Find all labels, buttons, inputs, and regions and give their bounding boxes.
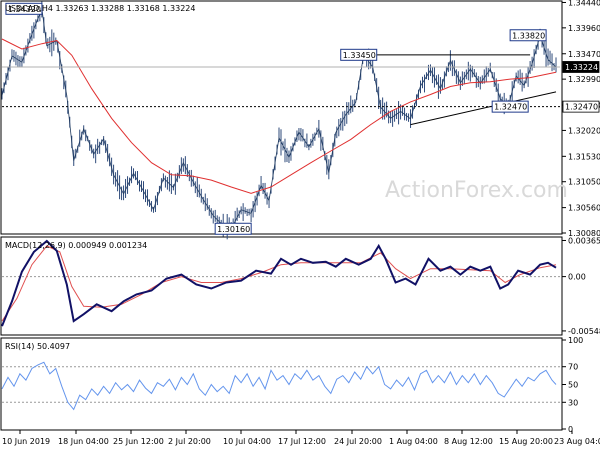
macd-signal-line xyxy=(1,245,557,322)
rsi-tick-label: 30 xyxy=(568,398,578,407)
price-annotation-label: 1.34320 xyxy=(8,5,41,14)
x-tick-label: 23 Aug 04:00 xyxy=(554,437,600,446)
x-tick-label: 25 Jun 12:00 xyxy=(113,437,164,446)
rsi-panel-frame xyxy=(0,337,563,431)
price-tick-label: 1.32990 xyxy=(568,75,600,84)
axis-price-tag xyxy=(562,100,600,113)
price-annotation-box xyxy=(214,222,252,235)
x-tick-label: 17 Jul 12:00 xyxy=(278,437,326,446)
support-trendline xyxy=(410,91,557,126)
x-axis-ticks: 10 Jun 2019 18 Jun 04:00 25 Jun 12:00 2 Jul… xyxy=(2,430,600,446)
macd-tick-label: -0.005489 xyxy=(568,327,600,336)
x-tick-label: 15 Aug 20:00 xyxy=(499,437,553,446)
x-tick-label: 8 Aug 12:00 xyxy=(444,437,493,446)
axis-price-tag-label: 1.33224 xyxy=(565,63,598,72)
price-plot: 1.34320 1.33450 1.33820 1.32470 1.30160 1.332… xyxy=(1,1,600,240)
rsi-line xyxy=(1,361,557,411)
price-panel-label: USDCAD,H4 1.33263 1.33288 1.33168 1.3322… xyxy=(5,4,195,13)
price-tick-label: 1.32020 xyxy=(568,126,600,135)
price-annotation-box xyxy=(491,100,529,113)
macd-panel-frame xyxy=(0,236,563,336)
price-tick-label: 1.31050 xyxy=(568,178,600,187)
price-annotation-box xyxy=(5,2,43,15)
macd-tick-label: 0.003651 xyxy=(568,236,600,245)
x-tick-label: 18 Jun 04:00 xyxy=(58,437,109,446)
x-tick-label: 24 Jul 20:00 xyxy=(334,437,382,446)
price-tick-label: 1.34440 xyxy=(568,0,600,7)
price-tick-label: 1.30080 xyxy=(568,229,600,238)
macd-panel-label: MACD(12,26,9) 0.000949 0.001234 xyxy=(5,241,147,250)
price-tick-label: 1.33960 xyxy=(568,24,600,33)
axis-price-tag xyxy=(562,61,600,73)
price-tick-label: 1.30560 xyxy=(568,204,600,213)
rsi-plot: 100 70 50 30 0 xyxy=(1,336,583,434)
moving-average-line xyxy=(1,38,557,194)
price-annotation-box xyxy=(509,29,547,42)
x-tick-label: 2 Jul 20:00 xyxy=(168,437,211,446)
x-tick-label: 10 Jun 2019 xyxy=(2,437,50,446)
macd-line xyxy=(1,239,557,327)
rsi-tick-label: 0 xyxy=(568,425,573,434)
price-annotation-label: 1.30160 xyxy=(217,225,250,234)
x-tick-label: 1 Aug 04:00 xyxy=(389,437,438,446)
price-annotation-label: 1.32470 xyxy=(494,103,527,112)
price-annotation-label: 1.33450 xyxy=(343,51,376,60)
x-tick-label: 10 Jul 04:00 xyxy=(223,437,271,446)
watermark: ActionForex.com xyxy=(385,178,568,203)
macd-tick-label: 0.00 xyxy=(568,273,586,282)
rsi-tick-label: 70 xyxy=(568,363,578,372)
price-line xyxy=(1,7,557,230)
price-panel-frame xyxy=(0,0,563,235)
price-annotation-label: 1.33820 xyxy=(512,31,545,40)
axis-price-tag-label: 1.32470 xyxy=(565,103,598,112)
rsi-tick-label: 50 xyxy=(568,381,578,390)
macd-plot: 0.003651 0.00 -0.005489 xyxy=(1,236,600,336)
price-annotation-box xyxy=(340,48,378,61)
rsi-panel-label: RSI(14) 50.4097 xyxy=(5,342,70,351)
rsi-tick-label: 100 xyxy=(568,336,583,345)
price-tick-label: 1.31530 xyxy=(568,152,600,161)
price-tick-label: 1.33470 xyxy=(568,50,600,59)
